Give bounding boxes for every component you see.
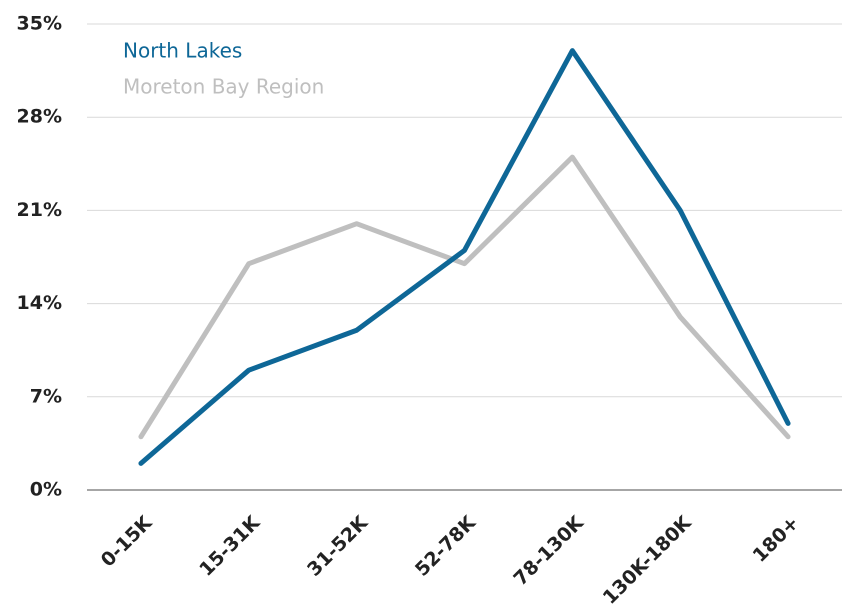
legend-entry: North Lakes xyxy=(123,39,242,63)
y-tick-label: 35% xyxy=(17,13,62,35)
y-tick-label: 21% xyxy=(17,199,62,221)
x-tick-label: 130K-180K xyxy=(599,511,697,609)
y-tick-label: 14% xyxy=(17,292,62,314)
y-tick-label: 28% xyxy=(17,106,62,128)
x-tick-label: 15-31K xyxy=(195,511,265,581)
series-line xyxy=(138,48,791,466)
legend-entry: Moreton Bay Region xyxy=(123,75,324,99)
y-tick-label: 0% xyxy=(30,479,62,501)
x-tick-label: 31-52K xyxy=(303,511,373,581)
y-tick-label: 7% xyxy=(30,385,62,407)
x-tick-label: 0-15K xyxy=(97,511,157,571)
x-tick-label: 78-130K xyxy=(509,511,588,590)
x-tick-label: 180+ xyxy=(749,512,804,567)
series-line xyxy=(138,154,791,440)
x-tick-label: 52-78K xyxy=(411,511,481,581)
